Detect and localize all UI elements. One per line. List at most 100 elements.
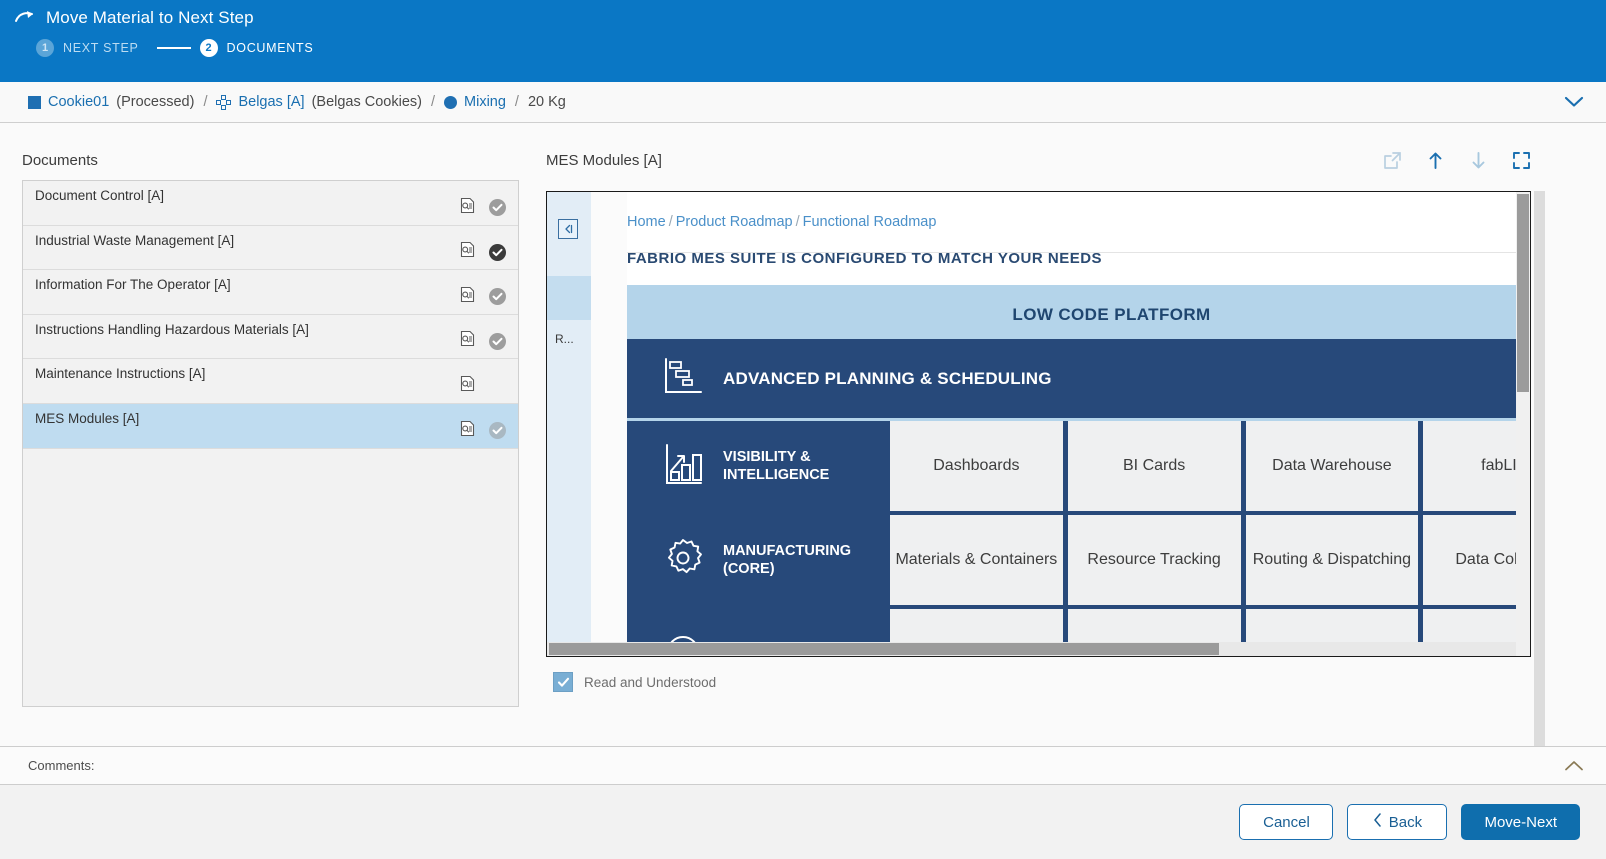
right-pane-scrollbar-thumb[interactable]: [1534, 191, 1545, 779]
page-breadcrumb-sep-1: /: [668, 214, 673, 230]
document-name: MES Modules [A]: [35, 410, 140, 426]
step-connector: [156, 47, 191, 49]
collapse-panel-icon[interactable]: [558, 219, 578, 239]
gantt-chart-icon: [661, 354, 705, 403]
roadmap-cell[interactable]: Dashboards: [890, 421, 1063, 511]
move-next-button[interactable]: Move-Next: [1461, 804, 1580, 840]
read-and-understood-checkbox[interactable]: [553, 672, 573, 692]
roadmap-cells-manufacturing: Materials & Containers Resource Tracking…: [885, 515, 1530, 605]
document-preview-icon[interactable]: [459, 420, 476, 442]
arrow-down-icon[interactable]: [1469, 151, 1488, 170]
document-name: Maintenance Instructions [A]: [35, 366, 206, 382]
list-item[interactable]: MES Modules [A]: [23, 403, 518, 449]
list-item[interactable]: Industrial Waste Management [A]: [23, 226, 518, 271]
document-row-icons: [459, 197, 506, 219]
viewer-rail-label: R...: [555, 332, 574, 346]
status-badge[interactable]: [489, 243, 506, 261]
gear-icon: [661, 536, 705, 585]
breadcrumb-item-material-state: (Processed): [116, 94, 195, 110]
read-and-understood-row[interactable]: Read and Understood: [553, 672, 716, 692]
page-title: Move Material to Next Step: [46, 8, 254, 27]
read-and-understood-label: Read and Understood: [584, 674, 717, 690]
status-badge[interactable]: [489, 422, 506, 440]
roadmap-cell[interactable]: Data Warehouse: [1245, 421, 1419, 511]
wizard-stepper: 1 NEXT STEP 2 DOCUMENTS: [0, 29, 1606, 57]
circle-icon: [444, 95, 458, 109]
back-button-label: Back: [1388, 813, 1423, 831]
document-name: Information For The Operator [A]: [35, 277, 231, 293]
viewer-page: Home / Product Roadmap / Functional Roadmap …: [627, 192, 1530, 656]
roadmap-cell[interactable]: BI Cards: [1067, 421, 1241, 511]
document-row-icons: [459, 286, 506, 308]
page-breadcrumb-product-roadmap[interactable]: Product Roadmap: [675, 214, 793, 230]
document-preview-icon[interactable]: [459, 286, 476, 308]
document-viewer[interactable]: R... Home / Product Roadmap / Functional Roa…: [546, 191, 1531, 657]
right-pane-scrollbar[interactable]: [1534, 191, 1545, 779]
viewer-rail-background: [547, 192, 591, 656]
step-1-number: 1: [36, 39, 54, 57]
document-row-icons: [459, 420, 506, 442]
step-next-step[interactable]: 1 NEXT STEP: [36, 39, 139, 57]
cancel-button[interactable]: Cancel: [1239, 804, 1334, 840]
header-title-row: Move Material to Next Step: [0, 0, 1606, 29]
page-breadcrumb-sep-2: /: [795, 214, 800, 230]
comments-bar[interactable]: Comments:: [0, 746, 1606, 785]
dialog-body: Documents Document Control [A]: [0, 123, 1606, 779]
fullscreen-icon[interactable]: [1512, 151, 1531, 170]
viewer-vertical-scrollbar-thumb[interactable]: [1517, 194, 1529, 392]
document-row-icons: [459, 330, 506, 352]
step-documents[interactable]: 2 DOCUMENTS: [199, 39, 314, 57]
square-icon: [28, 95, 41, 109]
document-preview-icon[interactable]: [459, 375, 476, 397]
roadmap-cell[interactable]: Routing & Dispatching: [1245, 515, 1419, 605]
roadmap-rowhead-manufacturing: MANUFACTURING (CORE): [627, 515, 885, 605]
step-2-number: 2: [199, 39, 218, 57]
roadmap-row-visibility: VISIBILITY & INTELLIGENCE Dashboards BI …: [627, 421, 1530, 515]
documents-list[interactable]: Document Control [A]: [22, 180, 519, 707]
status-badge: [489, 377, 506, 394]
roadmap-body: ADVANCED PLANNING & SCHEDULING: [627, 339, 1530, 656]
status-badge[interactable]: [489, 288, 506, 306]
list-item[interactable]: Instructions Handling Hazardous Material…: [23, 315, 518, 360]
cross-grid-icon: [216, 94, 232, 110]
list-item[interactable]: Document Control [A]: [23, 181, 518, 226]
bar-chart-arrow-icon: [661, 441, 705, 492]
breadcrumb-separator-2: /: [430, 94, 436, 110]
viewer-horizontal-scrollbar[interactable]: [547, 642, 1516, 656]
viewer-toolbar: [1383, 151, 1531, 170]
page-breadcrumb-home[interactable]: Home: [627, 214, 666, 230]
chevron-down-icon[interactable]: [1564, 96, 1584, 108]
back-button[interactable]: Back: [1347, 804, 1448, 840]
arrow-up-icon[interactable]: [1426, 151, 1445, 170]
documents-panel-title: Documents: [22, 152, 98, 169]
roadmap-cell[interactable]: Resource Tracking: [1067, 515, 1241, 605]
chevron-up-icon[interactable]: [1564, 760, 1584, 772]
step-2-label: DOCUMENTS: [226, 41, 314, 55]
status-badge[interactable]: [489, 199, 506, 217]
document-preview-icon[interactable]: [459, 241, 476, 263]
document-name: Instructions Handling Hazardous Material…: [35, 321, 309, 337]
list-item[interactable]: Information For The Operator [A]: [23, 270, 518, 315]
open-external-icon[interactable]: [1383, 151, 1402, 170]
document-name: Document Control [A]: [35, 188, 165, 203]
roadmap-cell[interactable]: Data Collection: [1423, 515, 1530, 605]
document-preview-icon[interactable]: [459, 197, 476, 219]
viewer-vertical-scrollbar[interactable]: [1516, 192, 1530, 656]
roadmap-cell[interactable]: fabLIVE: [1423, 421, 1530, 511]
document-row-icons: [459, 375, 506, 397]
page-breadcrumb-functional-roadmap[interactable]: Functional Roadmap: [802, 214, 937, 230]
breadcrumb-item-material[interactable]: Cookie01: [48, 94, 110, 110]
breadcrumb-item-step[interactable]: Mixing: [464, 94, 506, 110]
list-item[interactable]: Maintenance Instructions [A]: [23, 359, 518, 404]
roadmap-cell[interactable]: Materials & Containers: [890, 515, 1063, 605]
dialog-header: Move Material to Next Step 1 NEXT STEP 2…: [0, 0, 1606, 82]
viewer-header: MES Modules [A]: [546, 151, 1531, 170]
breadcrumb-item-product[interactable]: Belgas [A]: [238, 94, 305, 110]
comments-label: Comments:: [28, 758, 95, 773]
viewer-horizontal-scrollbar-thumb[interactable]: [549, 643, 1219, 655]
roadmap-row-manufacturing: MANUFACTURING (CORE) Materials & Contain…: [627, 515, 1530, 609]
status-badge[interactable]: [489, 332, 506, 350]
viewer-side-rail: R...: [547, 192, 591, 656]
document-preview-icon[interactable]: [459, 330, 476, 352]
